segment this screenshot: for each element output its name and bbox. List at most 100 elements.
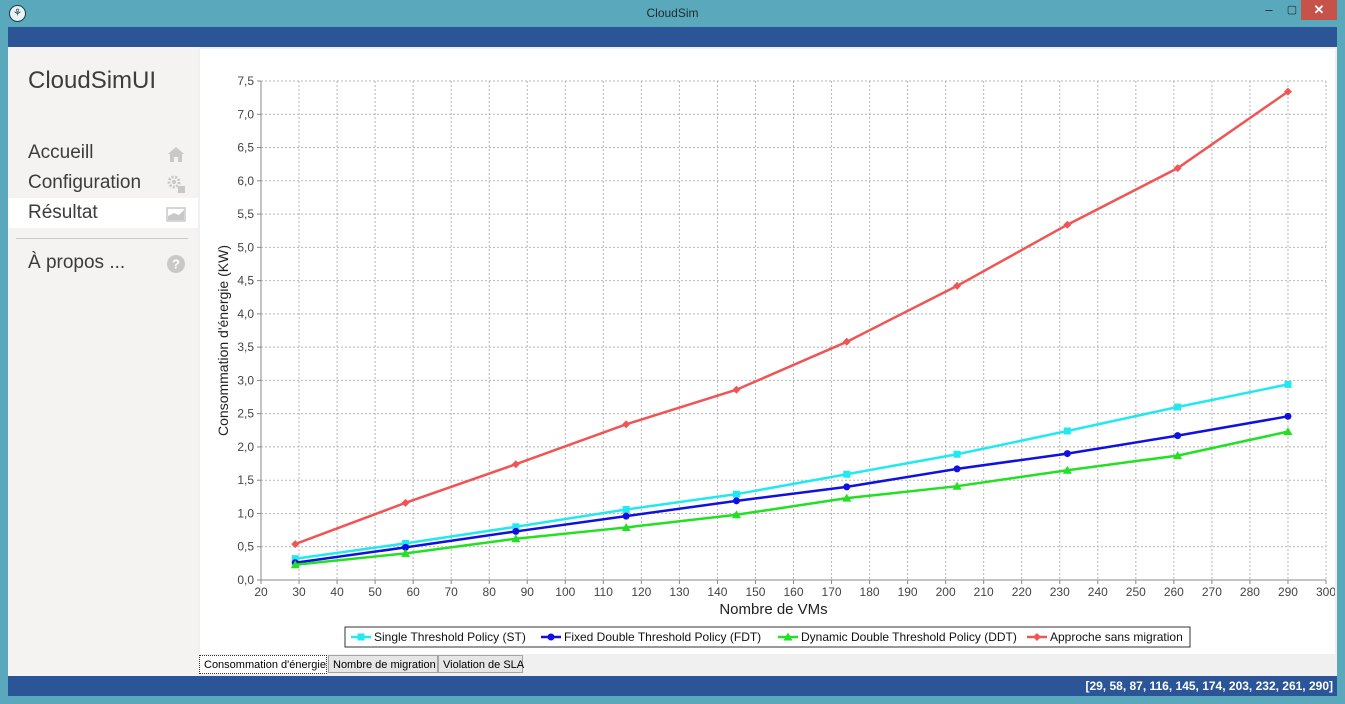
series-line bbox=[294, 90, 1289, 546]
legend-item: Approche sans migration bbox=[1027, 630, 1183, 644]
y-tick-label: 4,5 bbox=[237, 274, 254, 288]
x-tick-label: 260 bbox=[1164, 585, 1184, 599]
data-point-circle bbox=[953, 465, 961, 473]
x-tick-label: 130 bbox=[669, 585, 689, 599]
chart-area-icon bbox=[166, 207, 186, 222]
y-tick-label: 5,5 bbox=[237, 207, 254, 221]
data-point-triangle bbox=[1283, 427, 1293, 436]
y-tick-label: 7,0 bbox=[237, 107, 254, 121]
x-tick-label: 180 bbox=[860, 585, 880, 599]
x-tick-label: 120 bbox=[631, 585, 651, 599]
data-point-triangle bbox=[731, 510, 741, 519]
y-tick-label: 1,0 bbox=[237, 506, 254, 520]
maximize-button[interactable]: ▢ bbox=[1286, 4, 1298, 16]
series-line bbox=[295, 415, 1289, 564]
tab-consommation-energie[interactable]: Consommation d'énergie bbox=[199, 655, 327, 674]
y-tick-label: 2,5 bbox=[237, 407, 254, 421]
home-icon bbox=[168, 147, 184, 162]
legend-item: Fixed Double Threshold Policy (FDT) bbox=[541, 630, 761, 644]
x-tick-label: 30 bbox=[292, 585, 306, 599]
sidebar: CloudSimUI Accueill Configuration Résult… bbox=[8, 47, 198, 676]
legend-box bbox=[344, 626, 1191, 648]
x-tick-label: 190 bbox=[898, 585, 918, 599]
x-tick-label: 70 bbox=[444, 585, 458, 599]
minimize-button[interactable]: – bbox=[1265, 2, 1273, 17]
x-tick-label: 210 bbox=[974, 585, 994, 599]
x-tick-label: 300 bbox=[1316, 585, 1335, 599]
legend-label: Fixed Double Threshold Policy (FDT) bbox=[564, 630, 761, 644]
data-point-diamond bbox=[1173, 164, 1182, 173]
data-point-circle bbox=[732, 497, 740, 505]
legend-label: Approche sans migration bbox=[1050, 630, 1183, 644]
data-point-triangle bbox=[952, 481, 962, 490]
x-tick-label: 240 bbox=[1088, 585, 1108, 599]
data-point-triangle bbox=[842, 493, 852, 502]
x-tick-label: 110 bbox=[594, 585, 613, 599]
data-point-square bbox=[512, 523, 520, 531]
data-point-triangle bbox=[1062, 465, 1072, 474]
data-point-circle bbox=[1174, 432, 1182, 440]
data-point-square bbox=[622, 505, 630, 513]
data-point-diamond bbox=[622, 420, 631, 429]
app-icon[interactable]: ⚘ bbox=[9, 5, 26, 22]
data-point-square bbox=[291, 555, 299, 563]
x-tick-label: 200 bbox=[936, 585, 956, 599]
x-tick-label: 80 bbox=[483, 585, 497, 599]
data-point-circle bbox=[512, 527, 520, 535]
x-tick-label: 170 bbox=[822, 585, 842, 599]
data-point-diamond bbox=[511, 460, 520, 469]
x-tick-label: 280 bbox=[1240, 585, 1260, 599]
x-tick-label: 20 bbox=[254, 585, 268, 599]
sidebar-item-label: Configuration bbox=[28, 172, 142, 193]
x-tick-label: 100 bbox=[555, 585, 575, 599]
status-text: [29, 58, 87, 116, 145, 174, 203, 232, 26… bbox=[1085, 679, 1333, 693]
sidebar-divider bbox=[16, 238, 188, 239]
data-point-square bbox=[402, 539, 410, 547]
data-point-square bbox=[953, 450, 961, 458]
data-point-triangle bbox=[401, 548, 411, 557]
data-point-circle bbox=[622, 512, 630, 520]
title-bar: ⚘ CloudSim – ▢ ✕ bbox=[0, 0, 1345, 27]
sidebar-item-a-propos[interactable]: À propos ... ? bbox=[8, 248, 198, 278]
data-point-triangle bbox=[783, 632, 793, 641]
energy-chart-panel: 20 30 40 50 60 70 80 90 100 110 120 130 140 150 160 170… bbox=[200, 49, 1336, 654]
series-3 bbox=[291, 87, 1292, 549]
legend: Single Threshold Policy (ST) Fixed Double… bbox=[344, 626, 1191, 648]
tab-nombre-migration[interactable]: Nombre de migration bbox=[328, 655, 438, 673]
data-point-circle bbox=[1284, 412, 1292, 420]
data-point-square bbox=[1174, 403, 1182, 411]
sidebar-item-resultat[interactable]: Résultat bbox=[8, 198, 198, 228]
data-point-diamond bbox=[953, 281, 962, 290]
x-axis-label: Nombre de VMs bbox=[719, 601, 827, 618]
sidebar-item-configuration[interactable]: Configuration bbox=[8, 168, 198, 198]
sidebar-item-label: Résultat bbox=[28, 202, 98, 223]
energy-line-chart: 20 30 40 50 60 70 80 90 100 110 120 130 140 150 160 170… bbox=[215, 74, 1336, 648]
sidebar-item-accueil[interactable]: Accueill bbox=[8, 138, 198, 168]
data-point-diamond bbox=[1033, 633, 1041, 641]
x-tick-label: 290 bbox=[1278, 585, 1298, 599]
legend-item: Dynamic Double Threshold Policy (DDT) bbox=[778, 630, 1017, 644]
question-icon: ? bbox=[167, 255, 185, 273]
legend-label: Dynamic Double Threshold Policy (DDT) bbox=[801, 630, 1017, 644]
legend-label: Single Threshold Policy (ST) bbox=[374, 630, 526, 644]
x-tick-label: 150 bbox=[745, 585, 765, 599]
sidebar-item-label: Accueill bbox=[28, 142, 94, 163]
x-tick-label: 250 bbox=[1126, 585, 1146, 599]
data-point-diamond bbox=[1063, 220, 1072, 229]
data-point-square bbox=[357, 633, 365, 641]
series-0 bbox=[291, 380, 1292, 563]
y-tick-label: 6,0 bbox=[237, 174, 254, 188]
x-tick-label: 270 bbox=[1202, 585, 1222, 599]
y-tick-label: 7,5 bbox=[237, 74, 254, 88]
y-tick-label: 2,0 bbox=[237, 440, 254, 454]
close-button[interactable]: ✕ bbox=[1301, 0, 1337, 20]
x-tick-label: 220 bbox=[1012, 585, 1032, 599]
y-tick-label: 5,0 bbox=[237, 240, 254, 254]
tab-violation-sla[interactable]: Violation de SLA bbox=[438, 655, 524, 673]
x-tick-label: 140 bbox=[707, 585, 727, 599]
y-tick-label: 6,5 bbox=[237, 141, 254, 155]
data-point-diamond bbox=[732, 385, 741, 394]
data-point-diamond bbox=[1283, 87, 1292, 96]
series-line bbox=[295, 430, 1289, 566]
x-tick-label: 50 bbox=[368, 585, 382, 599]
